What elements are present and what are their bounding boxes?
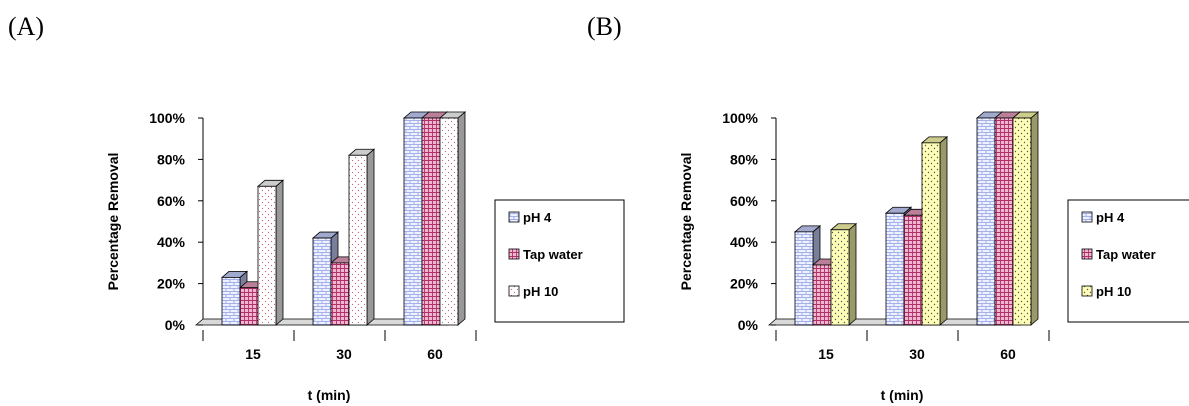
chart-b-y-tick-label: 100% — [722, 110, 758, 126]
chart-a-bar-tap-water-60 — [421, 117, 441, 326]
chart-a-legend-swatch-0 — [508, 211, 520, 223]
chart-a-y-tick-label: 20% — [157, 276, 186, 292]
chart-a-legend-label-0: pH 4 — [523, 210, 552, 225]
panel-label-a: (A) — [8, 12, 45, 41]
chart-b-y-tick-label: 20% — [730, 276, 759, 292]
chart-b-x-axis-title: t (min) — [881, 387, 924, 403]
chart-a-bar-ph-10-30-side — [366, 148, 375, 326]
chart-b-legend-label-0: pH 4 — [1096, 210, 1125, 225]
chart-b-y-tick-label: 0% — [738, 317, 759, 333]
chart-a-legend-label-1: Tap water — [523, 247, 583, 262]
chart-a-legend-swatch-1 — [508, 248, 520, 260]
chart-a-y-axis-title: Percentage Removal — [105, 153, 121, 291]
chart-b-bar-ph-10-15-side — [848, 222, 857, 326]
chart-b-bar-ph-4-15 — [794, 231, 814, 326]
panel-label-b: (B) — [587, 12, 622, 41]
chart-a-y-tick-label: 60% — [157, 193, 186, 209]
chart-b-bar-ph-10-60-side — [1030, 111, 1039, 326]
chart-a-bar-ph-10-15 — [257, 185, 277, 326]
chart-b-y-tick-label: 40% — [730, 234, 759, 250]
chart-b-bar-ph-10-30 — [921, 142, 941, 326]
chart-a-bar-ph-10-60-side — [457, 111, 466, 326]
chart-b-bar-tap-water-30 — [903, 214, 923, 326]
chart-a-y-tick-label: 40% — [157, 234, 186, 250]
chart-b-y-axis-title: Percentage Removal — [678, 153, 694, 291]
chart-a-bar-ph-4-15 — [221, 276, 241, 326]
chart-a-bar-tap-water-30 — [330, 262, 350, 326]
chart-b-bar-ph-4-30 — [885, 212, 905, 326]
chart-b-bar-tap-water-15 — [812, 264, 832, 326]
chart-b-legend-swatch-2 — [1081, 285, 1093, 297]
chart-a-bar-ph-10-30 — [348, 154, 368, 326]
chart-b-x-tick-label: 15 — [818, 346, 834, 362]
chart-b-bar-ph-10-15 — [830, 229, 850, 326]
chart-b-y-tick-label: 60% — [730, 193, 759, 209]
chart-a-y-tick-label: 80% — [157, 151, 186, 167]
chart-a-y-tick-label: 100% — [149, 110, 185, 126]
chart-a-bar-ph-4-60 — [403, 117, 423, 326]
chart-b-bar-tap-water-60 — [994, 117, 1014, 326]
chart-a-x-axis-title: t (min) — [308, 387, 351, 403]
chart-a-y-tick-label: 0% — [165, 317, 186, 333]
chart-a-bar-ph-10-15-side — [275, 179, 284, 326]
chart-b-bar-ph-10-60 — [1012, 117, 1032, 326]
chart-a-x-tick-label: 60 — [427, 346, 443, 362]
chart-a-bar-tap-water-15 — [239, 287, 259, 326]
chart-a-x-tick-label: 30 — [336, 346, 352, 362]
chart-b-y-tick-label: 80% — [730, 151, 759, 167]
chart-a-bar-ph-4-30 — [312, 237, 332, 326]
chart-a-legend-label-2: pH 10 — [523, 284, 558, 299]
chart-a-bar-ph-10-60 — [439, 117, 459, 326]
chart-b-legend-label-1: Tap water — [1096, 247, 1156, 262]
chart-b-legend-swatch-0 — [1081, 211, 1093, 223]
chart-b-x-tick-label: 60 — [1000, 346, 1016, 362]
chart-a-legend-swatch-2 — [508, 285, 520, 297]
chart-b-bar-ph-4-60 — [976, 117, 996, 326]
chart-b-bar-ph-10-30-side — [939, 135, 948, 326]
chart-b-legend-label-2: pH 10 — [1096, 284, 1131, 299]
chart-a-x-tick-label: 15 — [245, 346, 261, 362]
chart-b-x-tick-label: 30 — [909, 346, 925, 362]
chart-b-legend-swatch-1 — [1081, 248, 1093, 260]
